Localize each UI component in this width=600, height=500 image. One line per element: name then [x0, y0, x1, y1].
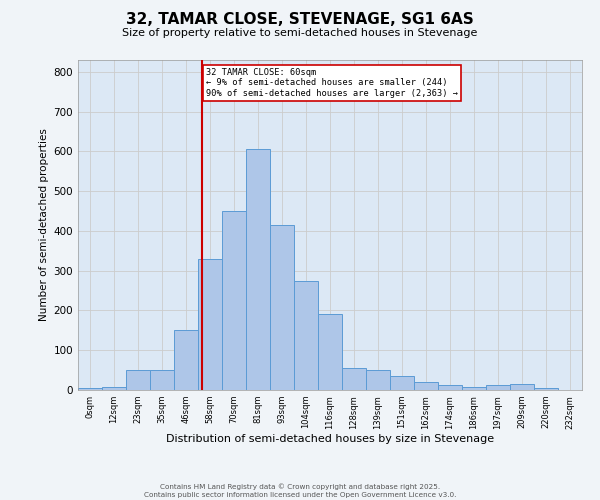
- Text: Contains HM Land Registry data © Crown copyright and database right 2025.
Contai: Contains HM Land Registry data © Crown c…: [144, 484, 456, 498]
- Bar: [534, 388, 558, 390]
- Bar: [390, 376, 414, 390]
- Text: 32, TAMAR CLOSE, STEVENAGE, SG1 6AS: 32, TAMAR CLOSE, STEVENAGE, SG1 6AS: [126, 12, 474, 28]
- Text: 32 TAMAR CLOSE: 60sqm
← 9% of semi-detached houses are smaller (244)
90% of semi: 32 TAMAR CLOSE: 60sqm ← 9% of semi-detac…: [206, 68, 458, 98]
- Bar: [342, 368, 366, 390]
- Bar: [318, 314, 342, 390]
- Bar: [438, 385, 462, 390]
- Bar: [102, 387, 126, 390]
- Y-axis label: Number of semi-detached properties: Number of semi-detached properties: [40, 128, 49, 322]
- Bar: [246, 150, 270, 390]
- Bar: [222, 211, 246, 390]
- Bar: [486, 385, 510, 390]
- Bar: [126, 370, 150, 390]
- Bar: [510, 384, 534, 390]
- Text: Size of property relative to semi-detached houses in Stevenage: Size of property relative to semi-detach…: [122, 28, 478, 38]
- Bar: [174, 330, 198, 390]
- Bar: [462, 387, 486, 390]
- Bar: [150, 370, 174, 390]
- Bar: [270, 225, 294, 390]
- X-axis label: Distribution of semi-detached houses by size in Stevenage: Distribution of semi-detached houses by …: [166, 434, 494, 444]
- Bar: [198, 259, 222, 390]
- Bar: [414, 382, 438, 390]
- Bar: [366, 370, 390, 390]
- Bar: [294, 280, 318, 390]
- Bar: [78, 388, 102, 390]
